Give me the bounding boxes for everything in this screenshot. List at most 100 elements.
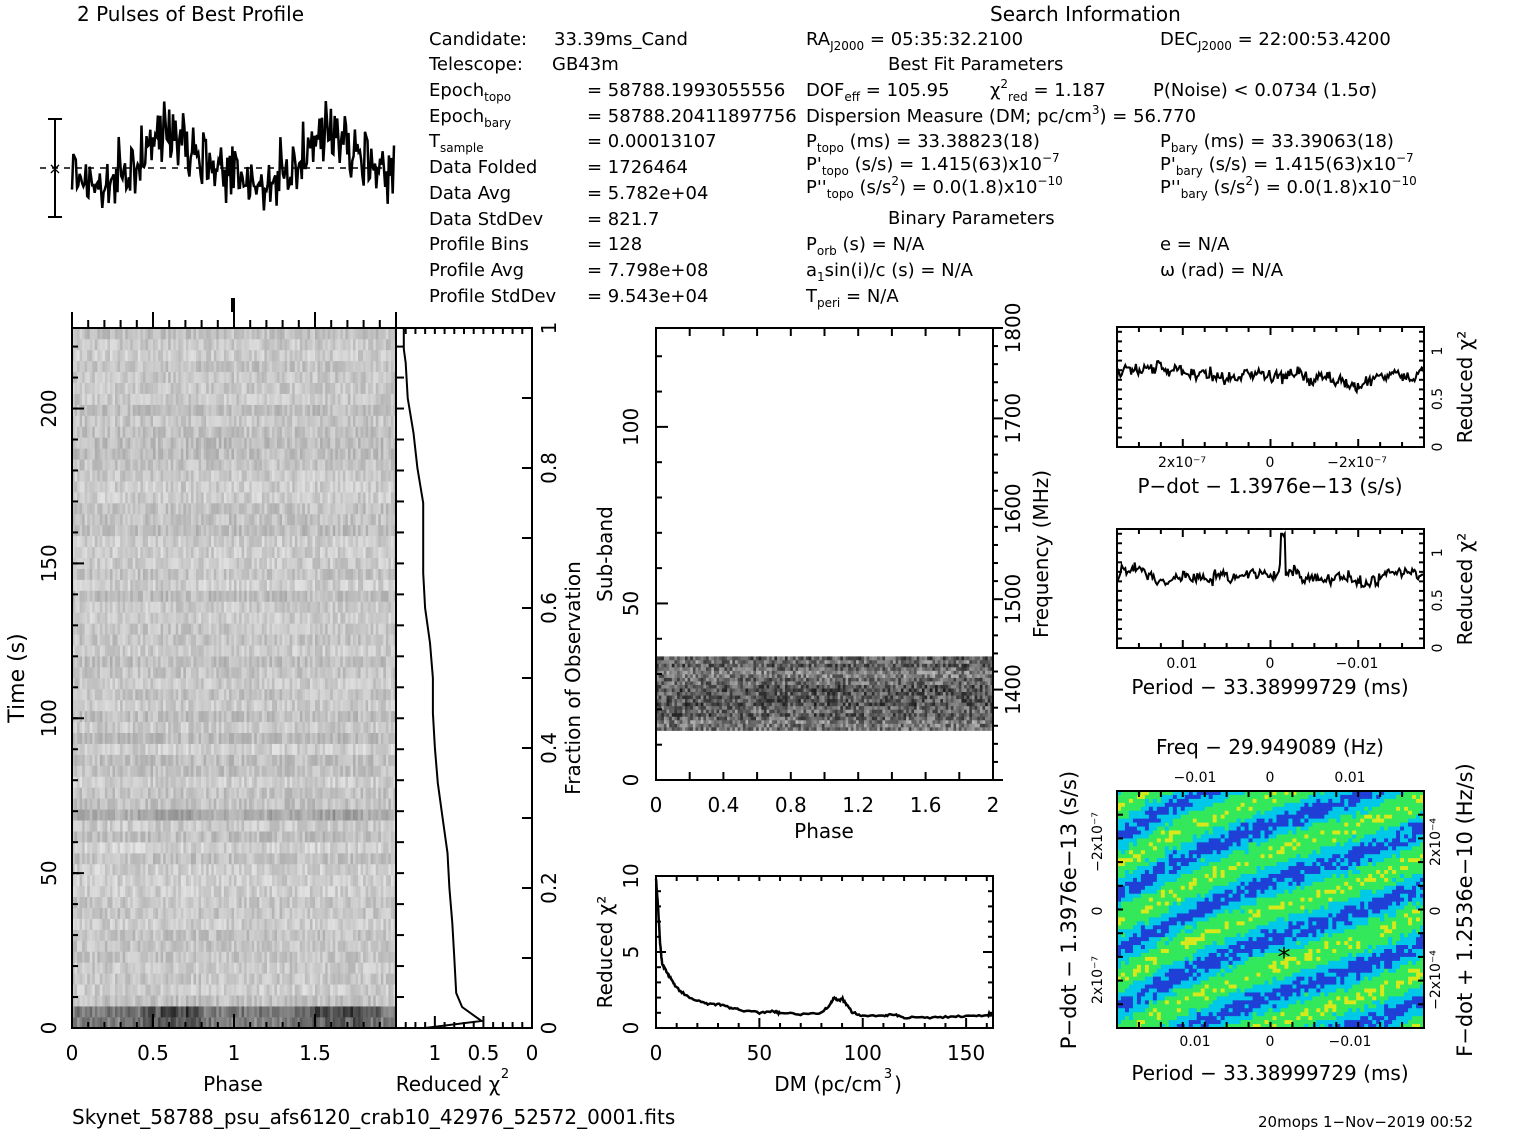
heatmap-cell	[92, 995, 96, 1007]
heatmap-cell	[330, 754, 334, 766]
heatmap-cell	[99, 645, 103, 657]
heatmap-cell	[82, 896, 85, 908]
heatmap-cell	[99, 940, 103, 952]
heatmap-cell	[355, 656, 359, 668]
heatmap-cell	[77, 907, 80, 919]
heatmap-cell	[370, 732, 374, 744]
heatmap-cell	[213, 820, 217, 832]
heatmap-cell	[360, 907, 364, 919]
heatmap-cell	[241, 874, 245, 887]
heatmap-cell	[94, 1006, 98, 1018]
info-label: Epoch	[429, 80, 485, 101]
heatmap-cell	[102, 984, 106, 996]
heatmap-cell	[150, 885, 154, 898]
heatmap-cell	[330, 820, 334, 832]
heatmap-cell	[160, 612, 164, 624]
heatmap-cell	[289, 732, 293, 744]
heatmap-cell	[388, 874, 392, 887]
heatmap-cell	[163, 940, 166, 952]
profile-line	[70, 101, 396, 211]
heatmap-cell	[309, 995, 313, 1007]
heatmap-cell	[99, 831, 103, 843]
heatmap-cell	[350, 667, 354, 679]
heatmap-cell	[317, 995, 321, 1007]
heatmap-cell	[363, 612, 366, 624]
heatmap-cell	[269, 699, 273, 712]
info-label: Candidate:	[429, 29, 528, 50]
heatmap-cell	[92, 612, 96, 624]
heatmap-cell	[84, 907, 88, 919]
heatmap-cell	[226, 710, 230, 723]
heatmap-cell	[190, 885, 194, 898]
heatmap-cell	[104, 995, 108, 1007]
heatmap-cell	[322, 612, 326, 624]
heatmap-cell	[165, 743, 169, 755]
heatmap-cell	[370, 688, 374, 701]
heatmap-cell	[178, 623, 182, 635]
heatmap-cell	[383, 885, 387, 898]
heatmap-cell	[158, 1006, 161, 1018]
heatmap-cell	[82, 678, 85, 690]
heatmap-cell	[279, 1006, 283, 1018]
heatmap-cell	[178, 732, 182, 744]
heatmap-cell	[180, 601, 184, 613]
heatmap-cell	[251, 634, 255, 646]
heatmap-cell	[292, 656, 296, 668]
heatmap-cell	[352, 874, 356, 887]
heatmap-cell	[115, 962, 118, 974]
heatmap-cell	[180, 820, 184, 832]
heatmap-cell	[153, 743, 156, 755]
heatmap-cell	[115, 645, 118, 657]
heatmap-cell	[153, 995, 156, 1007]
heatmap-cell	[140, 656, 144, 668]
heatmap-cell	[284, 929, 288, 941]
heatmap-cell	[302, 995, 306, 1007]
heatmap-cell	[269, 645, 273, 657]
heatmap-cell	[274, 798, 278, 810]
heatmap-cell	[107, 678, 111, 690]
heatmap-cell	[332, 918, 336, 930]
heatmap-cell	[196, 678, 199, 690]
heatmap-cell	[264, 667, 268, 679]
heatmap-cell	[337, 787, 341, 799]
heatmap-cell	[320, 787, 323, 799]
heatmap-cell	[185, 798, 189, 810]
heatmap-cell	[254, 929, 258, 941]
heatmap-cell	[218, 929, 222, 941]
heatmap-cell	[175, 732, 179, 744]
heatmap-cell	[327, 885, 331, 898]
heatmap-cell	[142, 1006, 146, 1018]
heatmap-cell	[264, 940, 268, 952]
heatmap-cell	[294, 929, 298, 941]
heatmap-cell	[299, 809, 303, 821]
heatmap-cell	[92, 710, 96, 723]
heatmap-cell	[234, 1006, 237, 1018]
heatmap-cell	[97, 710, 101, 723]
heatmap-cell	[193, 732, 197, 744]
heatmap-cell	[178, 962, 182, 974]
heatmap-cell	[127, 973, 131, 985]
heatmap-cell	[183, 984, 187, 996]
heatmap-cell	[266, 874, 270, 887]
heatmap-cell	[393, 918, 397, 930]
heatmap-cell	[137, 787, 141, 799]
heatmap-cell	[211, 699, 215, 712]
heatmap-cell	[234, 623, 237, 635]
heatmap-cell	[261, 732, 265, 744]
heatmap-cell	[373, 710, 377, 723]
heatmap-cell	[185, 1017, 189, 1029]
heatmap-cell	[302, 754, 306, 766]
heatmap-cell	[104, 1017, 108, 1029]
heatmap-cell	[370, 798, 374, 810]
heatmap-cell	[294, 612, 298, 624]
heatmap-cell	[274, 951, 278, 963]
heatmap-cell	[246, 831, 250, 843]
heatmap-cell	[317, 754, 321, 766]
heatmap-cell	[271, 831, 275, 843]
heatmap-cell	[378, 678, 382, 690]
heatmap-cell	[320, 1006, 323, 1018]
heatmap-cell	[142, 678, 146, 690]
heatmap-cell	[294, 962, 298, 974]
heatmap-cell	[325, 918, 328, 930]
heatmap-cell	[125, 918, 128, 930]
